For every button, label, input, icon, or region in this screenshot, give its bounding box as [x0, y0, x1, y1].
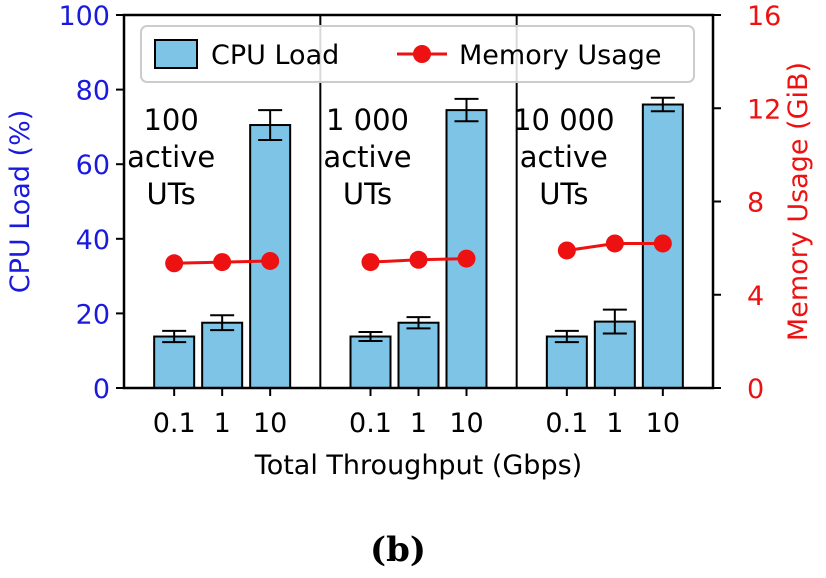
legend-line-label: Memory Usage — [459, 40, 662, 71]
y-left-tick-label: 20 — [76, 299, 110, 330]
y-left-axis-label: CPU Load (%) — [5, 110, 36, 294]
group-label: active — [323, 140, 411, 174]
y-right-axis-label: Memory Usage (GiB) — [783, 62, 814, 341]
group-label: 10 000 — [513, 103, 614, 137]
legend-line-marker — [413, 45, 431, 63]
memory-usage-point — [213, 253, 232, 272]
group-label: active — [520, 140, 608, 174]
memory-usage-point — [605, 234, 624, 253]
cpu-load-bar — [397, 321, 440, 390]
x-tick-label: 10 — [253, 408, 287, 439]
legend-bar-label: CPU Load — [211, 40, 339, 71]
y-left-tick-label: 100 — [58, 1, 110, 32]
cpu-load-bar — [545, 335, 588, 389]
y-right-tick-label: 8 — [747, 188, 764, 219]
x-tick-label: 0.1 — [545, 408, 588, 439]
legend: CPU Load Memory Usage — [140, 25, 695, 83]
x-tick-label: 10 — [449, 408, 483, 439]
y-left-tick-label: 0 — [93, 374, 110, 405]
x-tick-label: 0.1 — [349, 408, 392, 439]
memory-usage-point — [409, 250, 428, 269]
y-right-tick-label: 16 — [747, 1, 781, 32]
group-label: UTs — [539, 177, 588, 211]
cpu-load-bar — [349, 335, 392, 389]
x-tick-label: 10 — [646, 408, 680, 439]
memory-usage-point — [165, 254, 184, 273]
x-tick-label: 1 — [410, 408, 427, 439]
y-left-tick-label: 80 — [76, 76, 110, 107]
group-label: UTs — [147, 177, 196, 211]
group-label: active — [127, 140, 215, 174]
memory-usage-point — [653, 234, 672, 253]
memory-usage-point — [557, 241, 576, 260]
group-label: 1 000 — [326, 103, 409, 137]
figure-caption: (b) — [370, 530, 426, 570]
memory-usage-point — [361, 253, 380, 272]
cpu-load-bar — [201, 321, 244, 390]
legend-bar-swatch — [154, 39, 198, 69]
x-tick-label: 0.1 — [153, 408, 196, 439]
group-label: 100 — [143, 103, 198, 137]
memory-line-layer — [165, 234, 672, 273]
memory-usage-point — [261, 251, 280, 270]
y-right-tick-label: 4 — [747, 281, 764, 312]
x-tick-label: 1 — [606, 408, 623, 439]
cpu-load-bar — [153, 335, 196, 389]
cpu-load-bar — [445, 109, 488, 390]
memory-usage-point — [457, 249, 476, 268]
x-axis-label: Total Throughput (Gbps) — [254, 450, 582, 481]
y-right-tick-label: 12 — [747, 94, 781, 125]
group-label: UTs — [343, 177, 392, 211]
y-left-tick-label: 60 — [76, 150, 110, 181]
y-left-tick-label: 40 — [76, 225, 110, 256]
x-tick-label: 1 — [214, 408, 231, 439]
y-right-tick-label: 0 — [747, 374, 764, 405]
